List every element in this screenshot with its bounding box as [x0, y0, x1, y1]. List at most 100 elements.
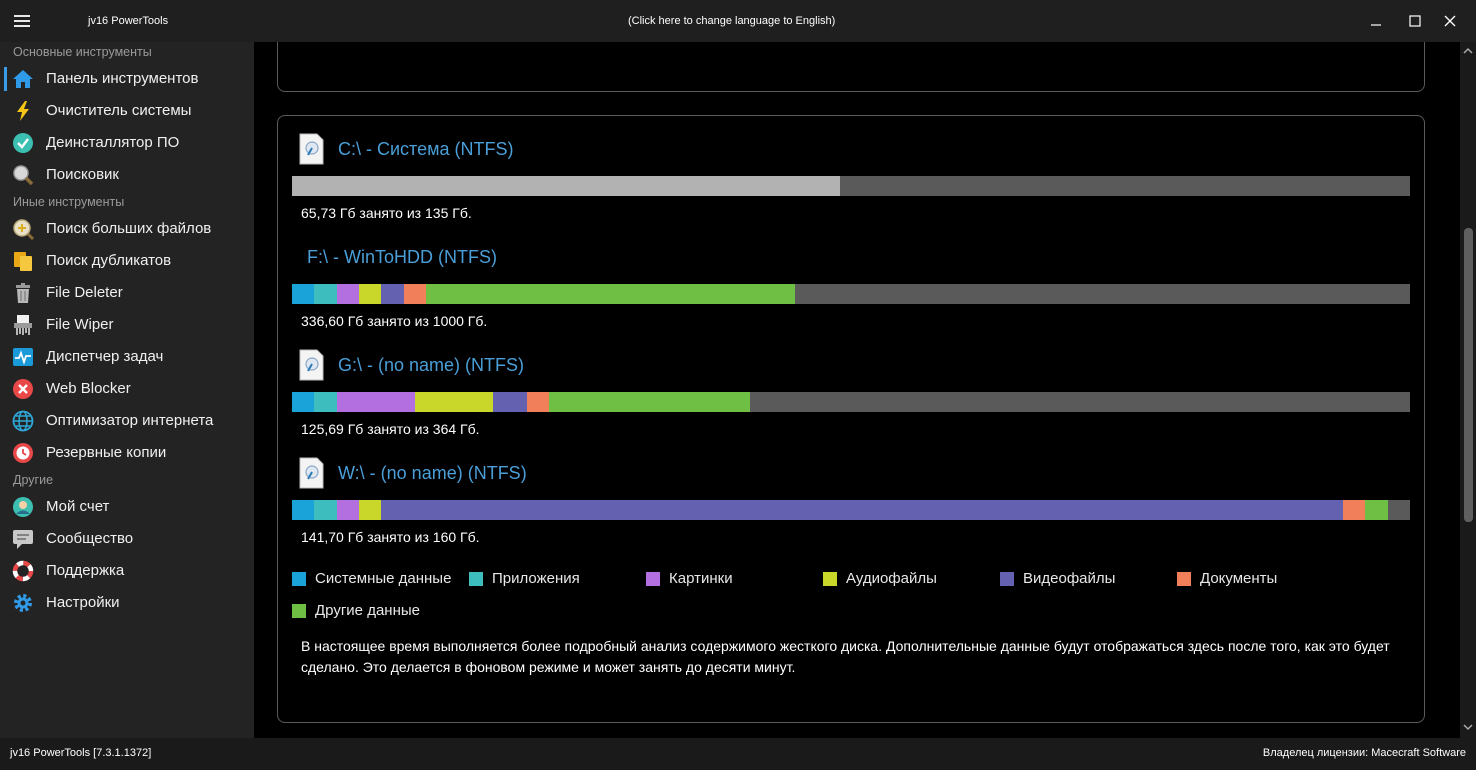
sidebar-item-big-file-finder[interactable]: Поиск больших файлов [4, 214, 254, 244]
legend-swatch [469, 571, 483, 586]
license-label: Владелец лицензии: Macecraft Software [1262, 747, 1466, 759]
big-file-search-icon [13, 219, 34, 240]
legend-label: Документы [1200, 570, 1278, 587]
sidebar-item-label: Поддержка [46, 562, 125, 579]
usage-segment-apps [314, 392, 337, 412]
sidebar-item-label: Настройки [46, 594, 120, 611]
sidebar-header [0, 0, 254, 42]
drive-usage-card: C:\ - Система (NTFS) 65,73 Гб занято из … [277, 115, 1425, 723]
vertical-scrollbar[interactable] [1460, 42, 1476, 738]
sidebar-item-system-cleaner[interactable]: Очиститель системы [4, 96, 254, 126]
sidebar-item-label: Поиск больших файлов [46, 220, 212, 237]
legend-swatch [1177, 571, 1191, 586]
checkmark-icon [13, 133, 33, 153]
drive-usage-bar [292, 284, 1410, 304]
legend-item-apps: Приложения [469, 570, 580, 587]
section-label-other: Другие [13, 473, 54, 487]
sidebar-item-label: Диспетчер задач [46, 348, 164, 365]
legend-item-docs: Документы [1177, 570, 1277, 587]
hard-drive-icon [299, 133, 324, 165]
sidebar: Основные инструменты Панель инструментов… [0, 42, 254, 738]
minimize-icon[interactable] [1364, 10, 1388, 32]
legend-item-video: Видеофайлы [1000, 570, 1115, 587]
drive-usage-text: 125,69 Гб занято из 364 Гб. [301, 421, 480, 437]
usage-segment-video [493, 392, 527, 412]
sidebar-item-community[interactable]: Сообщество [4, 524, 254, 554]
legend-swatch [292, 571, 306, 586]
magnifier-icon [13, 165, 34, 186]
usage-segment-apps [314, 500, 337, 520]
usage-segment-docs [1342, 500, 1366, 520]
user-icon [13, 497, 33, 517]
maximize-icon[interactable] [1403, 10, 1427, 32]
drive-header: W:\ - (no name) (NTFS) [298, 456, 527, 490]
analysis-info-text: В настоящее время выполняется более подр… [301, 638, 1390, 675]
usage-segment-audio [359, 284, 382, 304]
legend-item-other: Другие данные [292, 602, 420, 619]
usage-segment-pictures [336, 392, 415, 412]
usage-segment-other [1365, 500, 1388, 520]
sidebar-item-label: Панель инструментов [46, 70, 199, 87]
usage-segment-video [381, 284, 404, 304]
close-icon[interactable] [1438, 10, 1462, 32]
sidebar-item-web-blocker[interactable]: Web Blocker [4, 374, 254, 404]
sidebar-item-settings[interactable]: Настройки [4, 588, 254, 618]
legend-swatch [823, 571, 837, 586]
drive-header: C:\ - Система (NTFS) [298, 132, 513, 166]
sidebar-item-file-wiper[interactable]: File Wiper [4, 310, 254, 340]
legend-label: Картинки [669, 570, 733, 587]
home-icon [13, 70, 33, 88]
sidebar-item-label: Деинсталлятор ПО [46, 134, 180, 151]
sidebar-item-task-manager[interactable]: Диспетчер задач [4, 342, 254, 372]
sidebar-item-support[interactable]: Поддержка [4, 556, 254, 586]
drive-usage-text: 65,73 Гб занято из 135 Гб. [301, 205, 472, 221]
usage-segment-docs [403, 284, 427, 304]
usage-segment-system [292, 500, 315, 520]
sidebar-item-my-account[interactable]: Мой счет [4, 492, 254, 522]
drive-title: G:\ - (no name) (NTFS) [338, 354, 525, 375]
scroll-up-arrow-icon[interactable] [1463, 46, 1473, 56]
legend-label: Аудиофайлы [846, 570, 937, 587]
drive-header: F:\ - WinToHDD (NTFS) [298, 240, 497, 274]
block-icon [13, 379, 33, 399]
drive-usage-text: 336,60 Гб занято из 1000 Гб. [301, 313, 488, 329]
sidebar-item-dashboard[interactable]: Панель инструментов [4, 64, 254, 94]
legend-label: Приложения [492, 570, 580, 587]
change-language-link[interactable]: (Click here to change language to Englis… [628, 15, 836, 27]
main-content: C:\ - Система (NTFS) 65,73 Гб занято из … [254, 42, 1460, 738]
lifebuoy-icon [12, 560, 34, 582]
legend-swatch [292, 603, 306, 618]
legend-label: Видеофайлы [1023, 570, 1116, 587]
usage-segment-pictures [336, 500, 360, 520]
sidebar-item-label: Оптимизатор интернета [46, 412, 214, 429]
sidebar-item-duplicate-finder[interactable]: Поиск дубликатов [4, 246, 254, 276]
drive-header: G:\ - (no name) (NTFS) [298, 348, 524, 382]
app-title: jv16 PowerTools [88, 15, 169, 27]
drive-usage-bar [292, 392, 1410, 412]
globe-icon [12, 410, 34, 432]
legend-label: Системные данные [315, 570, 452, 587]
sidebar-item-file-deleter[interactable]: File Deleter [4, 278, 254, 308]
usage-segment-apps [314, 284, 337, 304]
usage-segment-audio [414, 392, 494, 412]
lightning-icon [17, 101, 29, 121]
drive-title: W:\ - (no name) (NTFS) [338, 462, 527, 483]
section-label-main-tools: Основные инструменты [13, 45, 152, 59]
task-manager-icon [13, 348, 33, 366]
scroll-down-arrow-icon[interactable] [1463, 722, 1473, 732]
drive-usage-bar [292, 500, 1410, 520]
drive-title: C:\ - Система (NTFS) [338, 138, 514, 159]
scroll-thumb[interactable] [1464, 228, 1473, 522]
sidebar-item-backups[interactable]: Резервные копии [4, 438, 254, 468]
section-label-other-tools: Иные инструменты [13, 195, 125, 209]
sidebar-item-finder[interactable]: Поисковик [4, 160, 254, 190]
sidebar-item-label: File Wiper [46, 316, 114, 333]
hard-drive-icon [299, 457, 324, 489]
sidebar-item-internet-optimizer[interactable]: Оптимизатор интернета [4, 406, 254, 436]
trash-icon [16, 283, 30, 303]
title-bar: jv16 PowerTools (Click here to change la… [0, 0, 1476, 42]
sidebar-item-uninstaller[interactable]: Деинсталлятор ПО [4, 128, 254, 158]
legend-item-system: Системные данные [292, 570, 451, 587]
usage-segment-system [292, 392, 315, 412]
hamburger-menu-icon[interactable] [14, 15, 30, 27]
